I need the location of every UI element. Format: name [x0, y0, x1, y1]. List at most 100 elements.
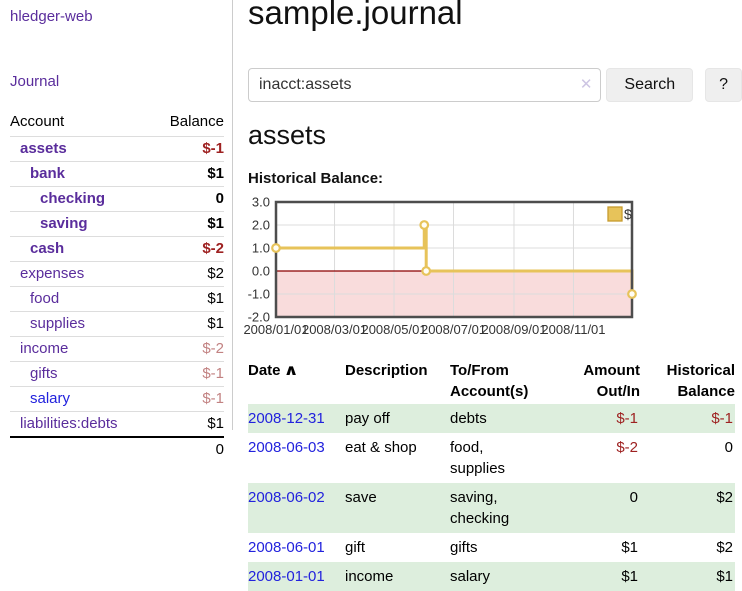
account-row: supplies $1 — [10, 311, 224, 337]
account-balance: 0 — [152, 186, 224, 212]
account-cell: liabilities:debts — [10, 411, 153, 437]
accounts-header-row: Account Balance — [10, 111, 224, 137]
account-cell: supplies — [10, 311, 153, 337]
search-input[interactable] — [248, 68, 602, 102]
account-row: assets $-1 — [10, 136, 224, 162]
clear-search-icon[interactable]: ✕ — [579, 76, 593, 93]
txn-date-link[interactable]: 2008-06-02 — [248, 489, 325, 506]
account-link-liabilities-debts[interactable]: liabilities:debts — [20, 415, 118, 432]
transaction-row: 2008-06-02 save saving, checking 0 $2 — [248, 483, 735, 533]
txn-amount: $-2 — [616, 439, 638, 456]
txn-date-link[interactable]: 2008-12-31 — [248, 410, 325, 427]
svg-text:3.0: 3.0 — [252, 196, 270, 210]
txn-amount: $-1 — [616, 410, 638, 427]
account-balance: $1 — [152, 311, 224, 337]
txn-accounts: saving, checking — [450, 489, 510, 527]
txn-description: gift — [345, 539, 366, 556]
account-balance: $-2 — [152, 236, 224, 262]
account-cell: food — [10, 286, 153, 312]
account-link-supplies[interactable]: supplies — [30, 315, 86, 332]
account-link-salary[interactable]: salary — [30, 390, 71, 407]
account-row: bank $1 — [10, 161, 224, 187]
col-balance: Historical Balance — [666, 362, 735, 400]
svg-text:$: $ — [624, 206, 632, 222]
svg-text:2008/11/01: 2008/11/01 — [541, 322, 605, 337]
svg-text:-1.0: -1.0 — [248, 287, 270, 302]
sidebar: hledger-web Journal Account Balance asse… — [0, 0, 233, 462]
txn-balance: $2 — [716, 489, 733, 506]
svg-text:0.0: 0.0 — [252, 264, 270, 279]
txn-balance: $2 — [716, 539, 733, 556]
col-amount: Amount Out/In — [583, 362, 640, 400]
txn-balance: $1 — [716, 568, 733, 585]
txn-description: pay off — [345, 410, 390, 427]
svg-text:1.0: 1.0 — [252, 241, 270, 256]
svg-text:2008/05/01: 2008/05/01 — [361, 322, 426, 337]
account-link-assets[interactable]: assets — [20, 140, 67, 157]
transaction-row: 2008-06-01 gift gifts $1 $2 — [248, 533, 735, 562]
account-cell: income — [10, 336, 153, 362]
transactions-header-row: Date ∧ Description To/From Account(s) Amo… — [248, 358, 735, 404]
txn-date-cell: 2008-12-31 — [248, 404, 345, 433]
svg-text:2008/09/01: 2008/09/01 — [481, 322, 546, 337]
brand-link[interactable]: hledger-web — [10, 8, 93, 25]
transaction-row: 2008-01-01 income salary $1 $1 — [248, 562, 735, 591]
journal-link[interactable]: Journal — [10, 73, 60, 90]
account-link-saving[interactable]: saving — [40, 215, 88, 232]
account-row: checking 0 — [10, 186, 224, 212]
txn-date-cell: 2008-01-01 — [248, 562, 345, 591]
txn-description: income — [345, 568, 394, 585]
svg-text:2008/03/01: 2008/03/01 — [302, 322, 367, 337]
account-cell: cash — [10, 236, 153, 262]
txn-balance: 0 — [724, 439, 733, 456]
col-description: Description — [345, 362, 428, 379]
txn-date-link[interactable]: 2008-01-01 — [248, 568, 325, 585]
txn-date-cell: 2008-06-02 — [248, 483, 345, 533]
account-link-checking[interactable]: checking — [40, 190, 106, 207]
account-cell: assets — [10, 136, 153, 162]
historical-balance-chart: $3.0 2.0 1.0 0.0 -1.0 -2.02008/01/012008/03/0… — [243, 196, 637, 337]
account-cell: saving — [10, 211, 153, 237]
help-button[interactable]: ? — [705, 68, 742, 102]
account-link-food[interactable]: food — [30, 290, 60, 307]
account-cell: gifts — [10, 361, 153, 387]
txn-amount: 0 — [629, 489, 638, 506]
page-title: sample.journal — [248, 0, 463, 31]
col-accounts: To/From Account(s) — [450, 362, 529, 400]
account-row: gifts $-1 — [10, 361, 224, 387]
accounts-total-row: 0 — [10, 436, 224, 462]
txn-accounts: gifts — [450, 539, 478, 556]
account-cell: bank — [10, 161, 153, 187]
accounts-table: Account Balance assets $-1 bank $1 checking 0… — [10, 111, 224, 462]
txn-description: eat & shop — [345, 439, 417, 456]
account-row: saving $1 — [10, 211, 224, 237]
txn-date-cell: 2008-06-03 — [248, 433, 345, 483]
account-row: salary $-1 — [10, 386, 224, 412]
svg-text:2008/01/01: 2008/01/01 — [243, 322, 308, 337]
account-link-expenses[interactable]: expenses — [20, 265, 85, 282]
txn-amount: $1 — [621, 568, 638, 585]
account-link-gifts[interactable]: gifts — [30, 365, 58, 382]
account-link-cash[interactable]: cash — [30, 240, 65, 257]
search-form: ✕ Search ? — [248, 68, 742, 102]
txn-date-link[interactable]: 2008-06-01 — [248, 539, 325, 556]
account-link-income[interactable]: income — [20, 340, 69, 357]
transaction-row: 2008-12-31 pay off debts $-1 $-1 — [248, 404, 735, 433]
account-balance: $2 — [152, 261, 224, 287]
account-heading: assets — [248, 120, 327, 150]
col-date-label: Date — [248, 362, 281, 379]
account-cell: expenses — [10, 261, 153, 287]
txn-accounts: salary — [450, 568, 491, 585]
account-cell: checking — [10, 186, 153, 212]
account-row: expenses $2 — [10, 261, 224, 287]
transactions-table: Date ∧ Description To/From Account(s) Amo… — [248, 358, 735, 591]
account-balance: $1 — [152, 161, 224, 187]
txn-date-link[interactable]: 2008-06-03 — [248, 439, 325, 456]
account-link-bank[interactable]: bank — [30, 165, 66, 182]
txn-accounts: food, supplies — [450, 439, 506, 477]
account-balance: $1 — [152, 411, 224, 437]
search-button[interactable]: Search — [606, 68, 694, 102]
svg-text:2.0: 2.0 — [252, 218, 270, 233]
search-input-wrap: ✕ — [248, 68, 602, 102]
account-row: cash $-2 — [10, 236, 224, 262]
